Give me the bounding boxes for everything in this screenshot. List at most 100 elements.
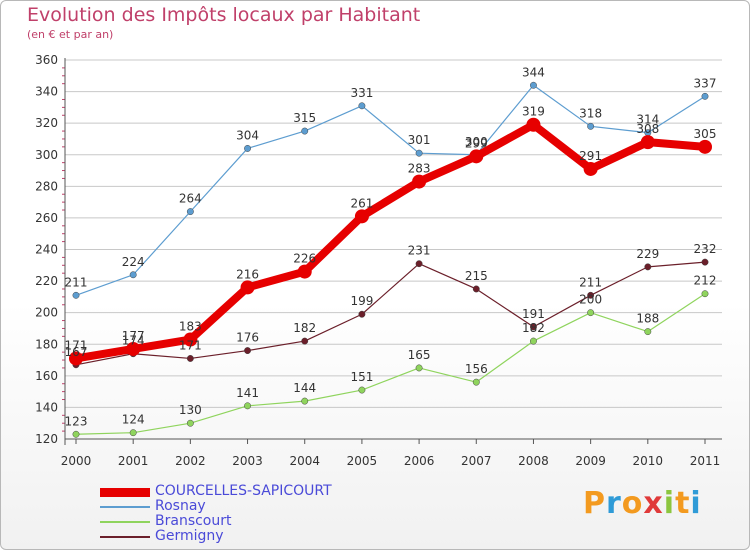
y-tick-label: 300 [35,148,58,162]
chart-subtitle: (en € et par an) [27,28,114,41]
data-label: 177 [122,329,145,343]
data-point [530,337,537,345]
data-point [358,102,366,110]
legend-swatch [100,487,150,497]
data-point [640,135,655,150]
legend-swatch [100,506,150,508]
data-point [69,351,83,366]
data-label: 191 [522,307,545,321]
data-point [301,337,309,345]
logo-letter: r [606,486,622,521]
data-label: 212 [694,274,717,288]
data-label: 188 [636,312,659,326]
data-label: 124 [122,413,145,427]
data-label: 308 [636,122,659,136]
data-point [415,260,423,268]
data-label: 151 [350,370,373,384]
data-point [129,429,137,437]
data-point [587,122,595,130]
y-tick-label: 200 [35,306,58,320]
data-label: 319 [522,105,545,119]
logo-letter: P [583,486,606,521]
data-point [186,208,194,216]
data-point [698,139,712,154]
data-point [186,355,194,362]
legend-label: Rosnay [155,498,206,514]
data-label: 174 [122,334,145,348]
data-point [126,341,141,356]
data-point [472,378,480,386]
data-label: 183 [179,320,202,334]
y-tick-label: 320 [35,116,58,130]
data-label: 229 [636,247,659,261]
chart-title: Evolution des Impôts locaux par Habitant [27,4,421,26]
data-point [240,280,255,295]
data-point [183,332,198,347]
series-line-germigny [75,261,706,366]
y-tick-label: 140 [35,400,58,414]
data-label: 200 [579,293,602,307]
logo-letter: x [643,486,664,521]
data-point [301,397,309,405]
data-point [72,291,80,299]
data-label: 176 [236,331,259,345]
data-point [358,386,366,394]
data-label: 199 [350,294,373,308]
data-label: 299 [465,136,488,150]
y-tick-label: 220 [35,274,58,288]
x-tick-label: 2002 [175,454,206,468]
data-label: 141 [236,386,259,400]
data-point [244,347,251,355]
data-label: 156 [465,362,488,376]
data-label: 344 [522,65,545,79]
y-tick-label: 240 [35,243,58,257]
y-tick-label: 340 [35,85,58,99]
data-label: 315 [293,111,316,125]
data-label: 182 [522,321,545,335]
data-point [526,117,541,132]
data-label: 123 [65,414,88,428]
data-point [469,149,484,164]
data-point [701,258,709,266]
data-label: 171 [179,338,202,352]
data-label: 224 [122,255,145,269]
data-label: 261 [350,196,373,210]
data-label: 165 [408,348,431,362]
data-point [354,209,369,224]
x-tick-label: 2003 [232,454,263,468]
y-tick-label: 260 [35,211,58,225]
data-point [701,290,709,298]
data-label: 211 [579,275,602,289]
data-label: 215 [465,269,488,283]
data-label: 167 [65,345,88,359]
data-point [186,419,194,427]
data-label: 305 [694,127,717,141]
x-tick-label: 2011 [690,454,721,468]
logo-letter: t [675,486,691,521]
data-label: 301 [408,133,431,147]
data-point [530,323,537,331]
data-label: 226 [293,252,316,266]
data-point [583,161,598,176]
data-label: 130 [179,403,202,417]
x-tick-label: 2006 [404,454,435,468]
data-label: 144 [293,381,316,395]
x-tick-label: 2004 [289,454,320,468]
x-tick-label: 2010 [633,454,664,468]
data-point [297,264,312,279]
data-point [587,291,595,299]
data-point [472,285,480,293]
legend-swatch [100,521,150,523]
data-label: 182 [293,321,316,335]
proxiti-logo: Proxiti [583,486,702,521]
legend-label: Branscourt [155,513,232,529]
series-line-rosnay [75,84,706,296]
y-tick-label: 360 [35,53,58,67]
series-line-branscourt [75,293,706,435]
data-point [412,174,427,189]
logo-letter: i [690,486,702,521]
data-label: 283 [408,162,431,176]
data-point [358,310,366,318]
x-tick-label: 2008 [518,454,549,468]
